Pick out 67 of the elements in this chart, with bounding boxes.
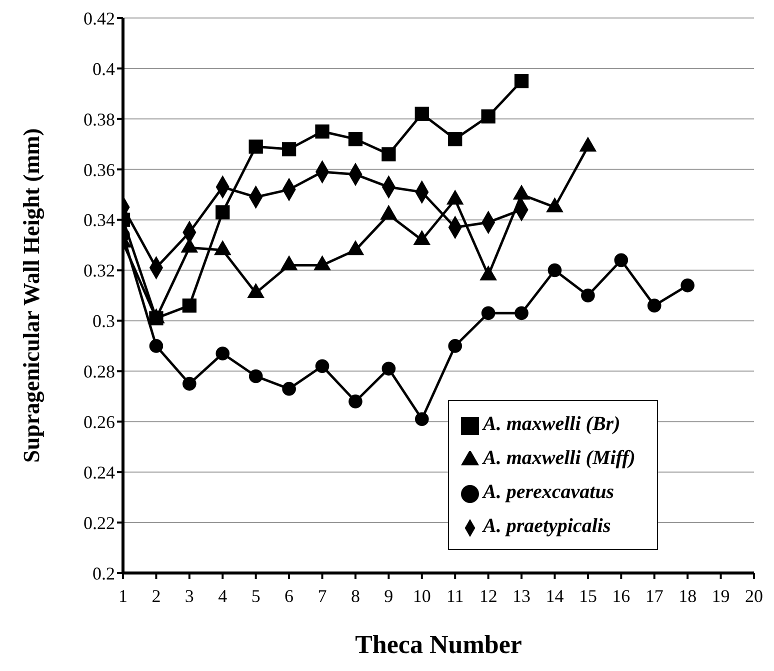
y-tick-label: 0.28 <box>84 362 115 382</box>
x-tick-label: 2 <box>152 586 161 606</box>
point <box>414 412 429 426</box>
x-axis-title: Theca Number <box>355 630 522 659</box>
point <box>315 359 330 374</box>
x-tick-label: 17 <box>645 586 664 606</box>
point <box>182 376 196 391</box>
x-tick-label: 16 <box>612 586 630 606</box>
point <box>149 311 164 326</box>
x-tick-label: 11 <box>446 586 464 606</box>
x-tick-label: 6 <box>284 586 294 606</box>
point <box>647 298 662 312</box>
point <box>382 147 396 162</box>
x-tick-label: 14 <box>546 586 564 606</box>
x-tick-label: 1 <box>118 586 128 606</box>
x-tick-label: 4 <box>218 586 228 606</box>
legend-label: A. maxwelli (Br) <box>483 413 620 435</box>
y-tick-label: 0.2 <box>92 563 115 584</box>
y-tick-label: 0.36 <box>84 160 115 180</box>
point <box>182 298 196 313</box>
x-tick-label: 20 <box>745 586 763 606</box>
x-tick-label: 12 <box>479 586 498 606</box>
point <box>614 253 628 268</box>
point <box>680 278 694 292</box>
y-axis-title: Supragenicular Wall Height (mm) <box>19 128 46 463</box>
point <box>348 132 363 146</box>
x-tick-label: 15 <box>578 586 597 606</box>
x-tick-label: 19 <box>712 586 730 606</box>
y-tick-label: 0.3 <box>92 311 115 332</box>
y-tick-label: 0.24 <box>84 462 115 482</box>
point <box>581 288 595 302</box>
legend-label: A. maxwelli (Miff) <box>483 447 636 469</box>
x-tick-label: 18 <box>678 586 697 606</box>
point <box>514 306 528 320</box>
y-tick-label: 0.42 <box>84 8 115 28</box>
y-tick-label: 0.32 <box>84 260 115 281</box>
point <box>481 109 496 124</box>
point <box>248 140 263 154</box>
y-tick-label: 0.26 <box>84 412 115 432</box>
point <box>282 142 296 156</box>
y-tick-label: 0.34 <box>84 210 115 230</box>
x-tick-label: 7 <box>318 586 327 606</box>
y-tick-label: 0.22 <box>84 512 115 533</box>
point <box>481 306 496 320</box>
point <box>448 339 462 353</box>
x-tick-label: 13 <box>512 586 531 606</box>
legend-label: A. perexcavatus <box>483 481 614 503</box>
x-tick-label: 5 <box>251 586 260 606</box>
point <box>248 369 263 384</box>
point <box>514 74 529 88</box>
point <box>414 106 429 121</box>
point <box>282 382 296 396</box>
point <box>548 263 562 278</box>
point <box>149 339 164 353</box>
point <box>382 362 396 376</box>
x-tick-label: 9 <box>384 586 394 606</box>
point <box>315 124 330 139</box>
point <box>448 132 462 146</box>
x-tick-label: 3 <box>184 586 194 606</box>
point <box>216 346 230 360</box>
y-tick-label: 0.4 <box>92 58 115 79</box>
y-tick-label: 0.38 <box>84 109 115 130</box>
x-tick-label: 10 <box>412 586 431 606</box>
point <box>216 205 230 220</box>
legend-label: A. praetypicalis <box>483 515 611 537</box>
x-tick-label: 8 <box>350 586 360 606</box>
point <box>348 394 362 408</box>
